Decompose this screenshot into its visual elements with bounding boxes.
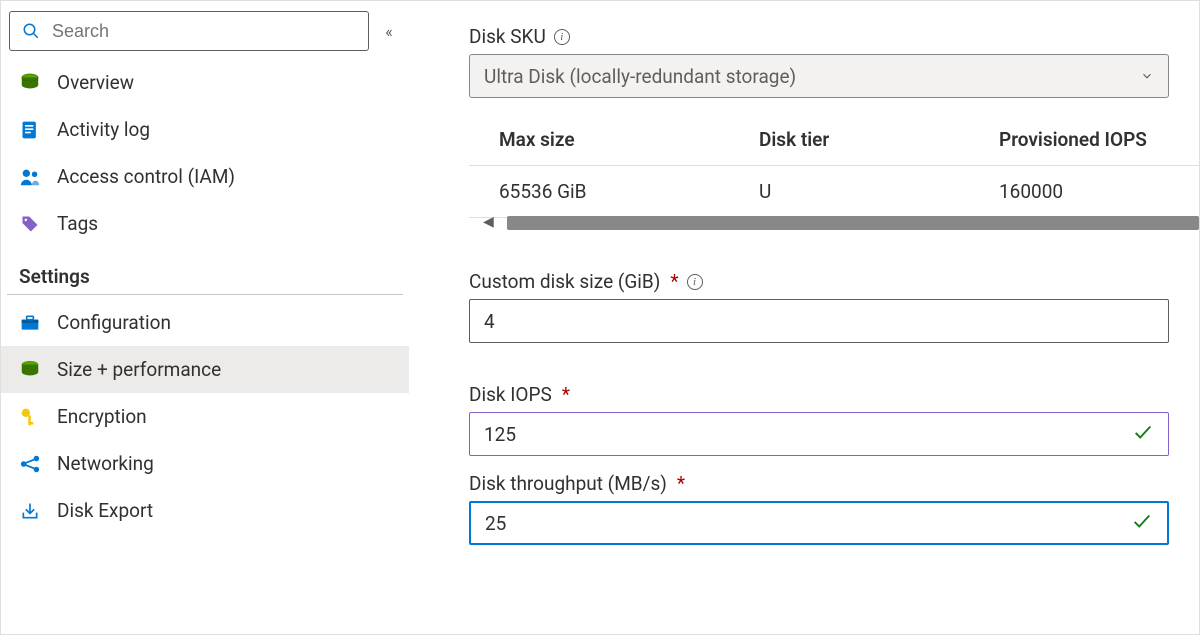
disk-size-icon [19, 359, 41, 381]
sidebar-item-tags[interactable]: Tags [1, 200, 409, 247]
sidebar-section-settings: Settings [7, 247, 403, 295]
sidebar-item-activity-log[interactable]: Activity log [1, 106, 409, 153]
disk-throughput-value: 25 [485, 512, 506, 535]
field-disk-iops: Disk IOPS * 125 [469, 383, 1199, 456]
limits-table: Max size Disk tier Provisioned IOPS 6553… [469, 114, 1199, 218]
search-input[interactable] [52, 21, 358, 42]
toolbox-icon [19, 312, 41, 334]
cell-provisioned-iops: 160000 [999, 180, 1199, 203]
disk-sku-value: Ultra Disk (locally-redundant storage) [484, 65, 796, 88]
info-icon[interactable]: i [687, 274, 703, 290]
people-icon [19, 166, 41, 188]
custom-size-label: Custom disk size (GiB) [469, 270, 660, 293]
required-indicator: * [677, 472, 685, 495]
cell-disk-tier: U [759, 180, 999, 203]
networking-icon [19, 453, 41, 475]
chevron-double-left-icon: « [385, 22, 393, 41]
sidebar-item-overview[interactable]: Overview [1, 59, 409, 106]
collapse-sidebar-button[interactable]: « [377, 19, 401, 43]
required-indicator: * [562, 383, 570, 406]
col-disk-tier: Disk tier [759, 128, 999, 151]
main-content: Disk SKU i Ultra Disk (locally-redundant… [409, 1, 1199, 634]
sidebar-item-disk-export[interactable]: Disk Export [1, 487, 409, 534]
sidebar-item-size-performance[interactable]: Size + performance [1, 346, 409, 393]
disk-throughput-label: Disk throughput (MB/s) [469, 472, 667, 495]
checkmark-icon [1131, 510, 1153, 537]
sidebar-item-label: Disk Export [57, 499, 153, 522]
field-custom-size: Custom disk size (GiB) * i 4 [469, 270, 1199, 343]
cell-max-size: 65536 GiB [499, 180, 759, 203]
sidebar-item-access-control[interactable]: Access control (IAM) [1, 153, 409, 200]
sidebar-item-configuration[interactable]: Configuration [1, 299, 409, 346]
checkmark-icon [1132, 421, 1154, 448]
export-icon [19, 500, 41, 522]
sidebar: « Overview Ac [1, 1, 409, 634]
table-row: 65536 GiB U 160000 [469, 166, 1199, 218]
info-icon[interactable]: i [554, 29, 570, 45]
tag-icon [19, 213, 41, 235]
col-provisioned-iops: Provisioned IOPS [999, 128, 1199, 151]
field-disk-throughput: Disk throughput (MB/s) * 25 [469, 472, 1199, 545]
activity-log-icon [19, 119, 41, 141]
disk-iops-input[interactable]: 125 [469, 412, 1169, 456]
disk-icon [19, 72, 41, 94]
horizontal-scrollbar[interactable]: ◀ [469, 216, 1199, 230]
disk-sku-label: Disk SKU [469, 25, 546, 48]
scrollbar-thumb[interactable] [507, 216, 1199, 230]
disk-iops-label: Disk IOPS [469, 383, 552, 406]
disk-throughput-input[interactable]: 25 [469, 501, 1169, 545]
disk-iops-value: 125 [484, 423, 516, 446]
col-max-size: Max size [499, 128, 759, 151]
sidebar-item-label: Access control (IAM) [57, 165, 235, 188]
custom-size-value: 4 [484, 310, 495, 333]
custom-size-input[interactable]: 4 [469, 299, 1169, 343]
field-disk-sku: Disk SKU i Ultra Disk (locally-redundant… [469, 25, 1199, 98]
search-icon [20, 20, 42, 42]
scroll-left-icon[interactable]: ◀ [483, 214, 494, 230]
sidebar-item-encryption[interactable]: Encryption [1, 393, 409, 440]
sidebar-item-label: Encryption [57, 405, 147, 428]
sidebar-item-label: Activity log [57, 118, 150, 141]
sidebar-item-label: Overview [57, 71, 134, 94]
sidebar-item-label: Tags [57, 212, 98, 235]
chevron-down-icon [1140, 65, 1154, 88]
disk-sku-dropdown[interactable]: Ultra Disk (locally-redundant storage) [469, 54, 1169, 98]
key-icon [19, 406, 41, 428]
sidebar-item-label: Networking [57, 452, 154, 475]
search-box[interactable] [9, 11, 369, 51]
sidebar-item-label: Size + performance [57, 358, 221, 381]
sidebar-item-networking[interactable]: Networking [1, 440, 409, 487]
sidebar-item-label: Configuration [57, 311, 171, 334]
required-indicator: * [670, 270, 678, 293]
